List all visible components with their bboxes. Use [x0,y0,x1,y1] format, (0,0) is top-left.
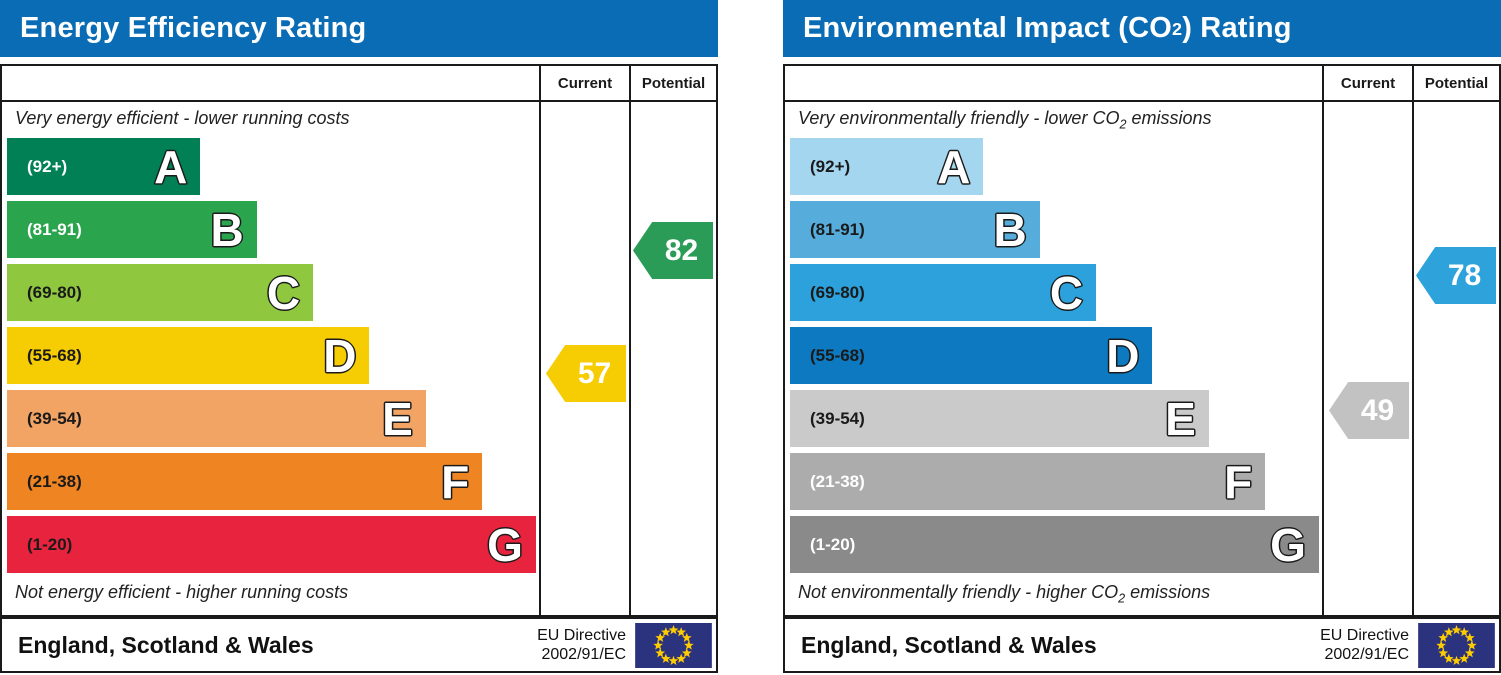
panel-title-text: Energy Efficiency Rating [20,12,367,44]
band-range: (21-38) [810,471,865,491]
band-letter: F [440,455,470,508]
band-d: (55-68) D [7,327,370,384]
eu-directive-label: EU Directive 2002/91/EC [1320,626,1409,663]
band-f: (21-38) F [7,453,483,510]
band-e: (39-54) E [7,390,426,447]
band-letter: G [1269,518,1307,571]
current-column-header: Current [539,66,629,102]
band-b: (81-91) B [7,201,257,258]
rating-table: Current Potential Very environmentally f… [783,64,1501,617]
potential-column: 78 [1412,102,1499,615]
eu-directive-label: EU Directive 2002/91/EC [537,626,626,663]
band-letter: A [153,140,188,193]
potential-column-header: Potential [629,66,716,102]
rating-header-spacer [2,66,539,102]
band-c: (69-80) C [7,264,314,321]
environmental-impact-panel: Environmental Impact (CO 2) Rating Curren… [783,0,1501,673]
band-range: (92+) [27,156,68,176]
band-letter: B [209,203,244,256]
band-f: (21-38) F [790,453,1266,510]
band-range: (69-80) [27,282,82,302]
potential-column: 82 [629,102,716,615]
rating-scale: Very energy efficient - lower running co… [2,102,539,615]
rating-scale: Very environmentally friendly - lower CO… [785,102,1322,615]
band-letter: E [1164,392,1197,445]
potential-rating-value: 82 [664,233,699,267]
top-caption: Very environmentally friendly - lower CO… [798,108,1212,132]
current-rating-arrow: 57 [546,345,626,402]
band-range: (39-54) [810,408,865,428]
band-letter: C [1049,266,1084,319]
band-letter: B [992,203,1027,256]
current-rating-value: 57 [577,356,612,390]
band-letter: G [486,518,524,571]
band-g: (1-20) G [790,516,1319,573]
band-g: (1-20) G [7,516,536,573]
band-a: (92+) A [7,138,201,195]
band-letter: D [322,329,357,382]
band-range: (55-68) [27,345,82,365]
bottom-caption: Not environmentally friendly - higher CO… [798,582,1211,606]
footer: England, Scotland & Wales EU Directive 2… [0,617,718,673]
band-range: (1-20) [810,534,856,554]
panel-title-text: Environmental Impact (CO [803,12,1172,44]
band-letter: E [381,392,414,445]
potential-rating-value: 78 [1447,258,1482,292]
band-range: (55-68) [810,345,865,365]
footer: England, Scotland & Wales EU Directive 2… [783,617,1501,673]
potential-rating-arrow: 82 [633,222,713,279]
band-d: (55-68) D [790,327,1153,384]
band-c: (69-80) C [790,264,1097,321]
band-range: (69-80) [810,282,865,302]
band-letter: F [1223,455,1253,508]
band-range: (39-54) [27,408,82,428]
eu-flag-icon [635,622,712,668]
band-range: (81-91) [810,219,865,239]
band-e: (39-54) E [790,390,1209,447]
band-range: (1-20) [27,534,73,554]
current-rating-arrow: 49 [1329,382,1409,439]
rating-header-spacer [785,66,1322,102]
page-title: Environmental Impact (CO 2) Rating [783,0,1501,57]
current-column: 57 [539,102,629,615]
current-column: 49 [1322,102,1412,615]
eu-flag-icon [1418,622,1495,668]
band-letter: C [266,266,301,319]
band-letter: A [936,140,971,193]
band-letter: D [1105,329,1140,382]
potential-column-header: Potential [1412,66,1499,102]
rating-table: Current Potential Very energy efficient … [0,64,718,617]
bottom-caption: Not energy efficient - higher running co… [15,582,349,603]
energy-efficiency-panel: Energy Efficiency Rating Current Potenti… [0,0,718,673]
current-column-header: Current [1322,66,1412,102]
region-label: England, Scotland & Wales [18,631,314,658]
page-title: Energy Efficiency Rating [0,0,718,57]
band-range: (81-91) [27,219,82,239]
region-label: England, Scotland & Wales [801,631,1097,658]
band-range: (21-38) [27,471,82,491]
current-rating-value: 49 [1360,393,1395,427]
band-b: (81-91) B [790,201,1040,258]
top-caption: Very energy efficient - lower running co… [15,108,350,129]
potential-rating-arrow: 78 [1416,247,1496,304]
band-a: (92+) A [790,138,984,195]
band-range: (92+) [810,156,851,176]
